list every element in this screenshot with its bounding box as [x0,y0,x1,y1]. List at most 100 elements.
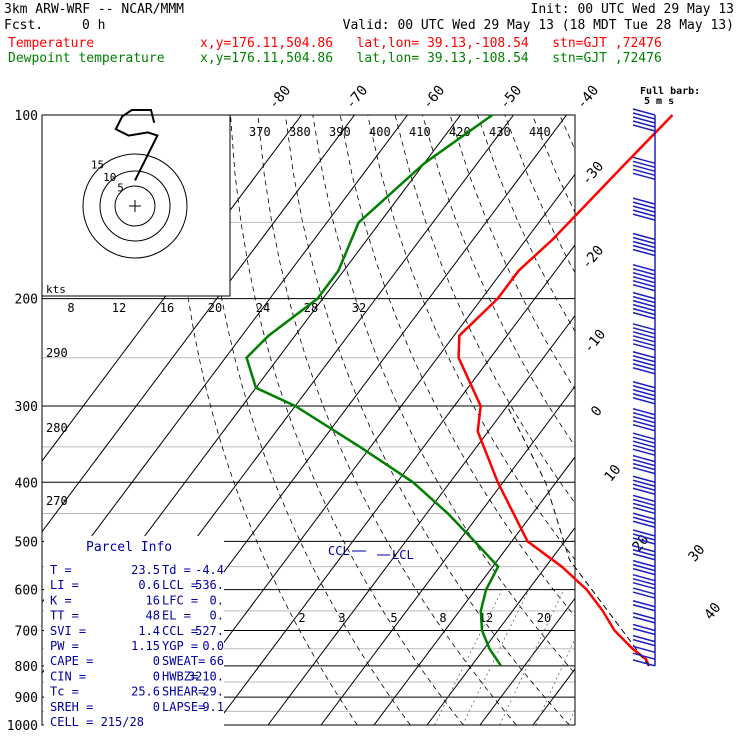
isotherm-line [161,173,575,725]
wind-barb [632,659,656,667]
wind-barb [632,232,656,241]
wind-barb [632,559,656,568]
barb-legend-units: 5 m s [644,96,674,107]
hodograph-ring [82,153,188,259]
wind-barb [632,577,656,586]
parcel-field-value: 9.1 [202,700,224,714]
parcel-field-value: 25.6 [131,685,160,699]
parcel-field-value: 29. [202,685,224,699]
parcel-ascent-line [506,405,650,667]
parcel-field-value: 0 [153,669,160,683]
wind-barb [632,160,656,169]
mixing-ratio-label: 5 [390,611,397,625]
parcel-field-value: 1.4 [138,624,160,638]
wind-barb [632,331,656,339]
dry-adiabat [669,115,740,725]
wind-barb [632,444,656,452]
wind-barb [632,389,656,397]
wind-barb [632,458,656,467]
parcel-field-value: 0.6 [138,578,160,592]
parcel-field-label: YGP = [162,639,198,653]
parcel-field-value: 48 [146,609,160,623]
isotherm-label-right: 0 [588,403,606,420]
temperature-legend: Temperature [8,36,95,51]
wind-barb [632,432,656,440]
dry-adiabat [724,115,740,725]
wind-barb [632,275,656,284]
dry-adiabat [394,115,575,504]
isotherm-line [42,115,408,604]
temperature-line [457,114,674,667]
temperature-location: x,y=176.11,504.86 lat,lon= 39.13,-108.54… [200,36,662,51]
wind-barb [632,448,656,456]
wind-barb [632,299,656,308]
parcel-field-label: LCL = [162,578,198,592]
pressure-label: 800 [15,660,38,675]
wind-barb [632,591,656,599]
wind-barb [632,604,656,612]
wind-barb [632,267,656,276]
dry-adiabat [449,115,575,390]
lcl-label: LCL [392,548,414,562]
wind-barb [632,291,656,300]
isotherm-line [320,385,575,725]
wind-barb [632,529,656,537]
wind-barb [632,512,656,521]
wind-barb [632,283,656,292]
mixing-ratio-line [499,589,565,725]
wind-barb [632,359,656,367]
wind-barb [632,263,656,272]
isotherm-label-right: -30 [579,159,608,189]
dry-adiabat [230,115,464,725]
wind-barb [632,213,656,221]
wind-barb [632,112,656,120]
wind-barb [632,240,656,249]
hodo-scale-label: 12 [112,301,126,315]
parcel-field-label: SWEAT= [162,654,205,668]
isotherm-line [42,115,355,533]
theta-label: 390 [329,125,351,139]
wind-barb [632,600,656,608]
wind-barb [632,475,656,483]
parcel-field-value: 23.5 [131,563,160,577]
wind-barb [632,502,656,511]
wind-barb [632,236,656,245]
isotherm-label-right: 10 [601,462,624,485]
parcel-field-label: EL = [162,609,191,623]
isotherm-label-right: 30 [685,542,708,565]
wind-barb [632,454,656,463]
wind-barb [632,124,656,132]
dry-adiabat [312,115,575,675]
forecast-label: Fcst. [4,18,44,33]
dry-adiabat [697,115,740,725]
wind-barb [632,520,656,529]
wind-barb [632,412,656,420]
isotherm-line [426,526,575,725]
wind-barb [632,201,656,209]
isotherm-label-right: 40 [701,600,724,623]
forecast-hour: 0 h [82,18,106,33]
parcel-field-value: 0. [210,609,224,623]
wind-barb [632,616,656,624]
hodograph-ring [99,170,171,242]
pressure-label: 900 [15,691,38,706]
isotherm-line [267,314,575,725]
wind-barb [632,466,656,475]
mixing-ratio-label: 8 [439,611,446,625]
mixing-ratio-label: 3 [338,611,345,625]
wind-barb [632,279,656,288]
mixing-ratio-label: 2 [298,611,305,625]
hodograph-units: kts [46,283,66,296]
wind-barb [632,244,656,253]
wind-barb [632,156,656,165]
pressure-label: 500 [15,535,38,550]
wind-barb [632,323,656,331]
isotherm-line [373,456,575,725]
isotherm-line [214,244,575,725]
wind-barb [632,652,656,660]
wind-barb [632,549,656,557]
hodo-scale-label: 20 [208,301,222,315]
wind-barb [632,537,656,545]
wind-barb [632,393,656,401]
isotherm-label-right: -20 [579,243,608,273]
